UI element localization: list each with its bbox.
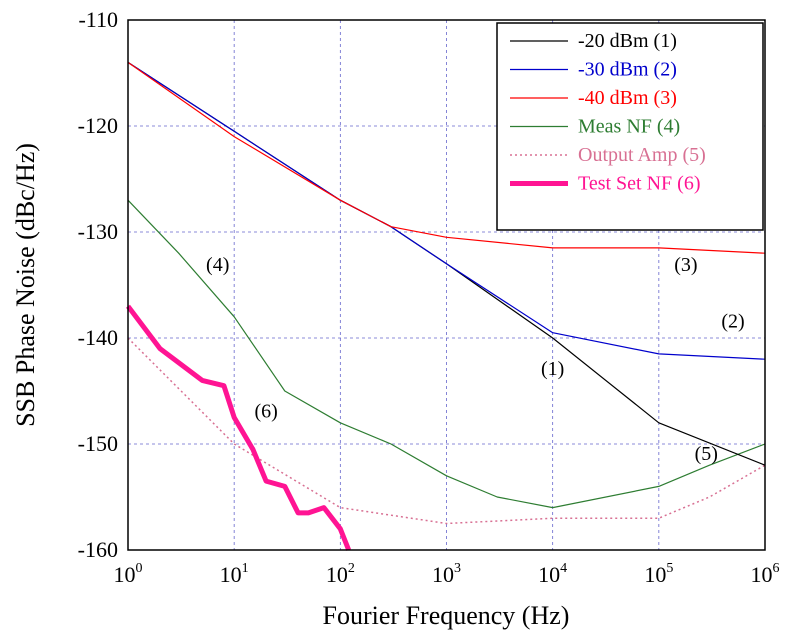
legend-label: -40 dBm (3) <box>578 87 677 109</box>
x-tick-label: 106 <box>751 561 780 587</box>
curve-annotation: (1) <box>541 358 564 380</box>
curve-annotation: (3) <box>674 254 697 276</box>
y-tick-label: -110 <box>78 7 118 32</box>
axis-ticks: 100 101 102 103 104 105 106 -160 -150 -140 -130 -12… <box>78 7 780 587</box>
y-axis-title: SSB Phase Noise (dBc/Hz) <box>11 143 40 427</box>
legend-label: -20 dBm (1) <box>578 30 677 52</box>
curve-annotation: (5) <box>695 443 718 465</box>
series-line <box>127 61 766 254</box>
y-tick-label: -150 <box>78 431 118 456</box>
x-tick-label: 103 <box>432 561 461 587</box>
x-tick-label: 101 <box>220 561 249 587</box>
legend-label: -30 dBm (2) <box>578 59 677 81</box>
series-layer <box>126 61 766 551</box>
curve-annotation: (6) <box>254 401 277 423</box>
x-tick-label: 105 <box>644 561 673 587</box>
grid <box>128 20 765 550</box>
legend: -20 dBm (1) -30 dBm (2) -40 dBm (3) Meas NF… <box>496 22 764 231</box>
legend-label: Meas NF (4) <box>578 116 680 138</box>
legend-label: Test Set NF (6) <box>578 173 700 195</box>
curve-annotations: (1) (2) (3) (4) (5) (6) <box>206 254 745 465</box>
y-tick-label: -140 <box>78 325 118 350</box>
y-tick-label: -160 <box>78 537 118 562</box>
x-tick-label: 100 <box>114 561 143 587</box>
x-axis-title: Fourier Frequency (Hz) <box>323 601 570 630</box>
series-line <box>127 199 766 509</box>
y-tick-label: -130 <box>78 219 118 244</box>
y-tick-label: -120 <box>78 113 118 138</box>
legend-label: Output Amp (5) <box>578 144 706 166</box>
series-line <box>127 337 766 525</box>
curve-annotation: (4) <box>206 254 229 276</box>
plot-frame <box>127 19 766 551</box>
series-line <box>126 304 352 551</box>
series-line <box>127 61 766 360</box>
x-tick-label: 102 <box>326 561 355 587</box>
legend-items: -20 dBm (1) -30 dBm (2) -40 dBm (3) Meas NF… <box>510 30 706 195</box>
curve-annotation: (2) <box>721 310 744 332</box>
x-tick-label: 104 <box>538 561 567 587</box>
